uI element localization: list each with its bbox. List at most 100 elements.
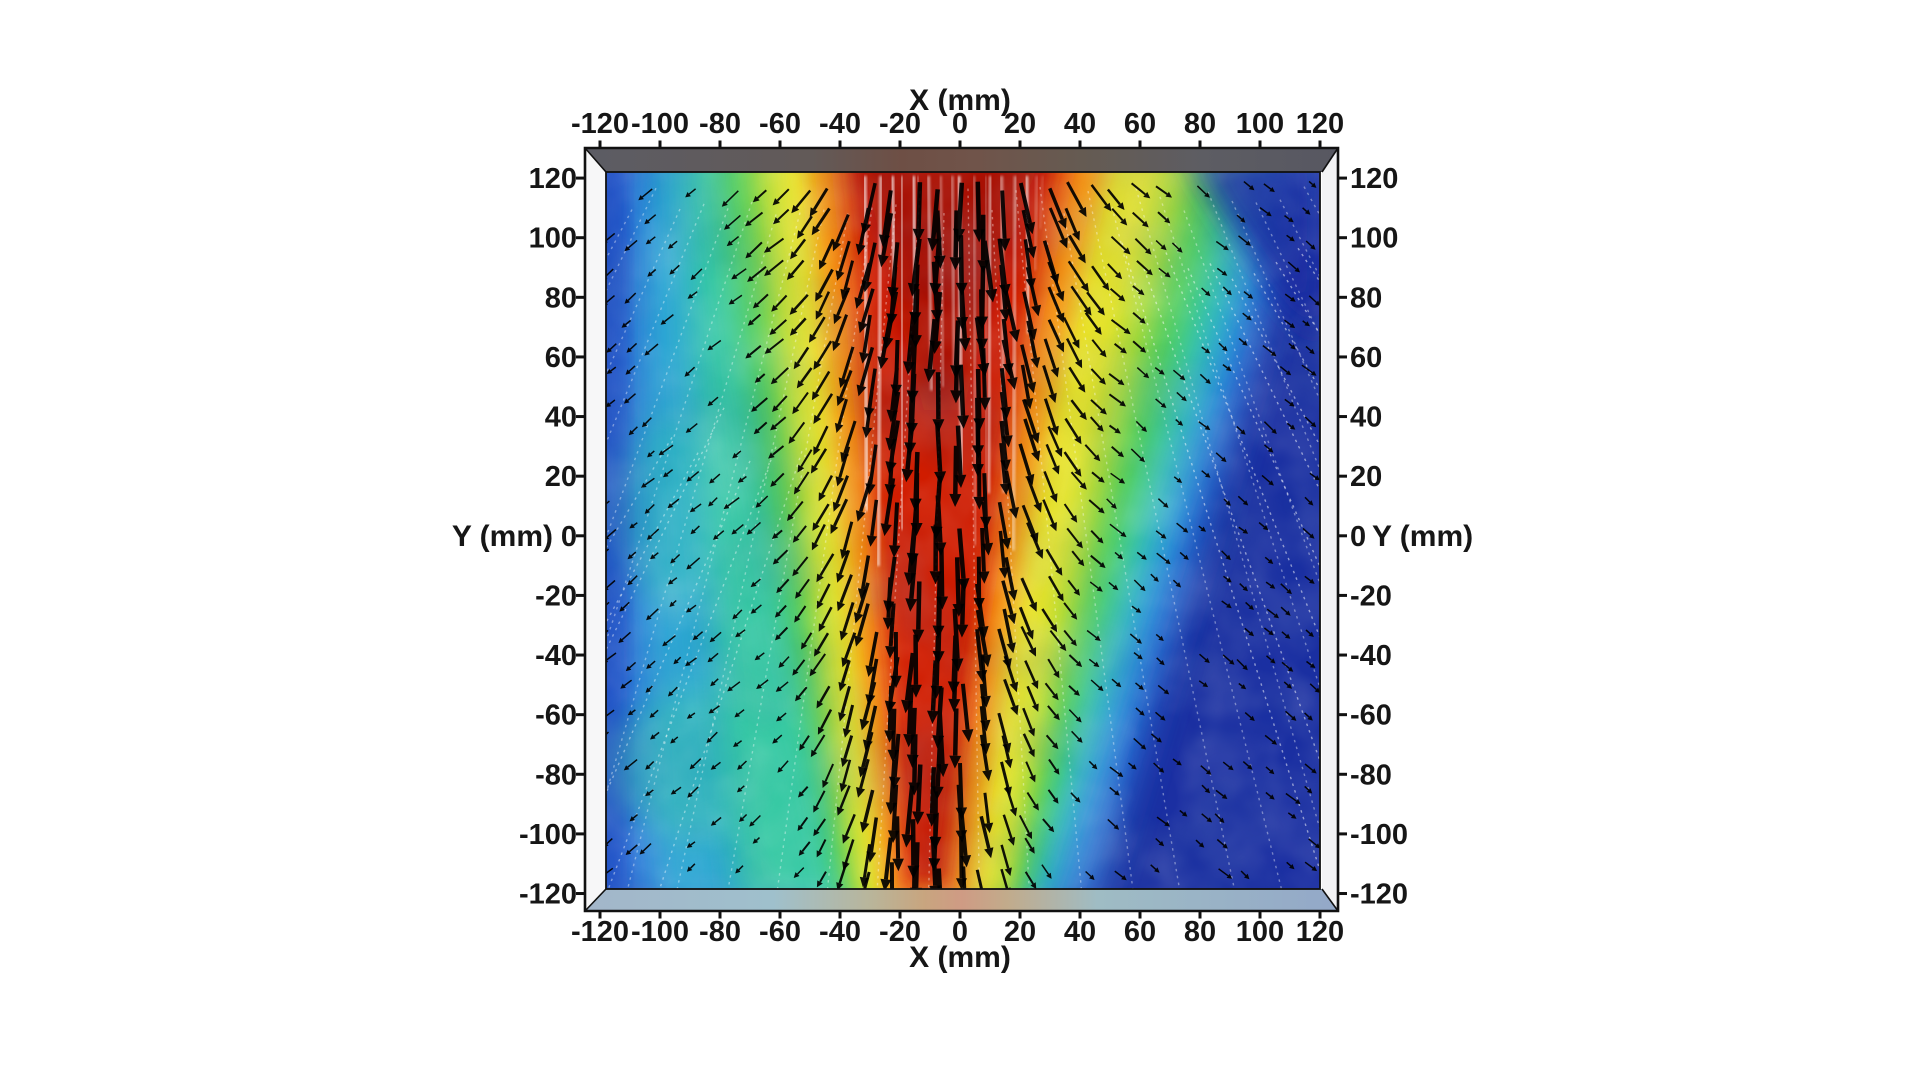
dashed-pathline xyxy=(1063,213,1181,889)
dashed-pathline xyxy=(876,191,921,889)
y-left-tick-label: 100 xyxy=(529,223,577,255)
x-axis-title-top: X (mm) xyxy=(909,84,1011,117)
x-top-tick-label: 20 xyxy=(1004,108,1036,140)
dashed-pathline xyxy=(1183,210,1320,586)
y-right-tick-label: 40 xyxy=(1350,402,1382,434)
dashed-pathline xyxy=(727,213,849,889)
x-bottom-tick-label: 80 xyxy=(1184,916,1216,948)
box-top-face xyxy=(585,148,1338,172)
x-bottom-tick-label: -40 xyxy=(819,916,861,948)
y-right-tick-label: 100 xyxy=(1350,223,1398,255)
x-top-tick-label: 120 xyxy=(1296,108,1344,140)
vector-arrow-shafts xyxy=(606,180,1318,878)
y-left-tick-label: -60 xyxy=(535,700,577,732)
y-right-tick-label: -60 xyxy=(1350,700,1392,732)
core-white-streak xyxy=(899,175,904,530)
dashed-pathline xyxy=(1135,188,1320,832)
core-white-streak xyxy=(973,175,977,546)
core-white-streak xyxy=(877,175,882,567)
box-bottom-face xyxy=(585,889,1338,911)
plot-box-frame xyxy=(585,148,1338,911)
x-bottom-tick-label: 60 xyxy=(1124,916,1156,948)
dashed-pathline xyxy=(606,460,751,795)
x-top-tick-label: 0 xyxy=(952,108,968,140)
y-left-tick-label: 120 xyxy=(529,163,577,195)
core-white-streak xyxy=(1039,175,1044,229)
x-top-tick-label: -60 xyxy=(759,108,801,140)
dashed-pathline xyxy=(1015,190,1083,889)
y-axis-title-right: Y (mm) xyxy=(1372,520,1473,553)
y-right-tick-label: 80 xyxy=(1350,282,1382,314)
x-bottom-tick-label: 40 xyxy=(1064,916,1096,948)
box-right-face xyxy=(1322,148,1338,911)
core-white-streak xyxy=(987,175,992,494)
y-left-tick-label: -100 xyxy=(519,819,577,851)
dashed-pathline xyxy=(1187,268,1320,569)
left-y-axis: 120 100 80 60 40 20 0 -20 -40 -60 -80 -100 -120 xyxy=(519,163,585,911)
y-left-tick-label: 40 xyxy=(545,402,577,434)
dashed-pathline xyxy=(826,204,897,889)
core-white-streak xyxy=(939,175,944,387)
x-bottom-tick-label: -20 xyxy=(879,916,921,948)
dashed-pathline xyxy=(1111,206,1283,889)
y-right-tick-label: -120 xyxy=(1350,879,1408,911)
y-left-tick-label: -20 xyxy=(535,580,577,612)
dashed-pathline xyxy=(1143,268,1320,763)
x-top-tick-label: -40 xyxy=(819,108,861,140)
right-y-axis: 120 100 80 60 40 20 0 -20 -40 -60 -80 -100 -120 xyxy=(1338,163,1408,911)
vector-arrow-shafts xyxy=(749,182,1168,885)
dashed-pathline xyxy=(606,201,753,644)
bottom-x-axis: -120 -100 -80 -60 -40 -20 0 20 40 60 80 100 120 xyxy=(571,910,1344,948)
colormap-field xyxy=(606,172,1320,889)
x-bottom-tick-label: -60 xyxy=(759,916,801,948)
y-left-tick-label: 20 xyxy=(545,461,577,493)
core-white-streak xyxy=(1011,175,1018,551)
dashed-pathline xyxy=(606,208,729,540)
y-right-tick-label: -40 xyxy=(1350,640,1392,672)
box-outlines xyxy=(583,146,1340,913)
y-right-tick-label: -100 xyxy=(1350,819,1408,851)
dashed-pathline xyxy=(967,188,980,889)
y-right-tick-label: 20 xyxy=(1350,461,1382,493)
x-bottom-tick-label: -80 xyxy=(699,916,741,948)
dashed-pathline xyxy=(1255,202,1320,338)
vector-arrow-heads xyxy=(606,182,1320,889)
x-bottom-tick-label: 100 xyxy=(1236,916,1284,948)
x-top-tick-label: -100 xyxy=(631,108,689,140)
x-bottom-tick-label: 0 xyxy=(952,916,968,948)
top-x-axis: -120 -100 -80 -60 -40 -20 0 20 40 60 80 100 120 xyxy=(571,108,1344,149)
x-top-tick-label: -80 xyxy=(699,108,741,140)
y-left-tick-label: -40 xyxy=(535,640,577,672)
y-right-tick-label: -80 xyxy=(1350,759,1392,791)
dashed-pathline xyxy=(991,209,1030,889)
x-top-tick-label: 60 xyxy=(1124,108,1156,140)
dashed-pathline xyxy=(1159,196,1320,691)
dashed-pathline xyxy=(776,207,873,889)
x-top-tick-label: 100 xyxy=(1236,108,1284,140)
y-left-tick-label: 80 xyxy=(545,282,577,314)
dashed-pathline xyxy=(1165,252,1320,640)
dashed-pathline xyxy=(1121,242,1320,873)
x-top-tick-label: -120 xyxy=(571,108,629,140)
vector-arrow-shafts xyxy=(790,184,1121,889)
x-axis-title-bottom: X (mm) xyxy=(909,941,1011,974)
dashed-pathline xyxy=(626,212,801,889)
x-top-tick-label: 40 xyxy=(1064,108,1096,140)
vector-arrows-layer xyxy=(606,180,1320,889)
y-right-tick-label: 0 xyxy=(1350,521,1366,553)
x-bottom-tick-label: 120 xyxy=(1296,916,1344,948)
box-left-face xyxy=(585,148,606,911)
dashed-pathline xyxy=(606,214,777,797)
y-left-tick-label: 0 xyxy=(561,521,577,553)
y-left-tick-label: -80 xyxy=(535,759,577,791)
x-bottom-tick-label: 20 xyxy=(1004,916,1036,948)
y-left-tick-label: 60 xyxy=(545,342,577,374)
vector-arrow-shafts xyxy=(856,182,1064,889)
y-right-tick-label: 120 xyxy=(1350,163,1398,195)
y-right-tick-label: 60 xyxy=(1350,342,1382,374)
y-left-tick-label: -120 xyxy=(519,879,577,911)
x-top-tick-label: 80 xyxy=(1184,108,1216,140)
x-top-tick-label: -20 xyxy=(879,108,921,140)
core-white-streak xyxy=(951,175,955,373)
